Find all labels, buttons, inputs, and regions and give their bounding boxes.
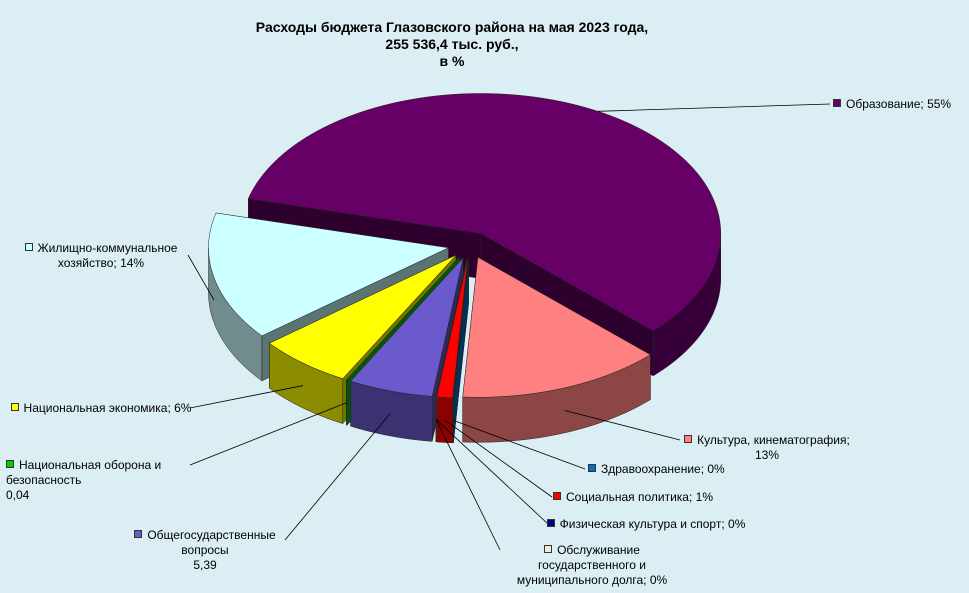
data-label: Образование55% xyxy=(833,97,963,112)
title-line: 255 536,4 тыс. руб., xyxy=(385,36,519,52)
category-label: Физическая культура и спорт xyxy=(560,517,728,531)
data-label: Национальная экономика6% xyxy=(6,401,196,416)
slice-top xyxy=(435,258,468,397)
leader-line xyxy=(435,419,501,551)
slice-top xyxy=(462,256,651,398)
legend-marker xyxy=(553,492,561,500)
slice-top xyxy=(208,212,450,337)
category-label: Обслуживание государственного и муниципа… xyxy=(517,543,650,587)
legend-marker xyxy=(833,99,841,107)
leader-line xyxy=(189,385,304,409)
data-label: Социальная политика1% xyxy=(553,490,723,505)
leader-line xyxy=(453,420,586,470)
slice-top xyxy=(350,256,464,397)
value-label: 0% xyxy=(728,517,746,531)
leader-line xyxy=(444,419,553,498)
category-label: Жилищно-коммунальное хозяйство xyxy=(38,241,178,270)
leader-line xyxy=(435,419,549,525)
slice-top xyxy=(268,254,457,379)
leader-line xyxy=(564,410,681,441)
value-label: 0,04 xyxy=(6,488,30,502)
legend-marker xyxy=(10,403,19,411)
slice-top xyxy=(453,258,469,398)
category-label: Культура, кинематография xyxy=(697,433,850,447)
slice-top xyxy=(345,256,460,381)
value-label: 55% xyxy=(927,97,952,111)
value-label: 13% xyxy=(754,448,780,462)
leader-line xyxy=(187,254,215,301)
data-label: Жилищно-коммунальное хозяйство14% xyxy=(6,241,196,271)
slice-top xyxy=(436,258,469,399)
category-label: Национальная экономика xyxy=(24,401,175,415)
legend-marker xyxy=(134,530,143,538)
legend-marker xyxy=(24,243,33,251)
value-label: 5,39 xyxy=(193,558,217,572)
leader-line xyxy=(189,402,347,466)
value-label: 1% xyxy=(695,490,713,504)
legend-marker xyxy=(6,460,14,468)
slice-top xyxy=(247,93,721,332)
category-label: Образование xyxy=(846,97,927,111)
category-label: Общегосударственные вопросы xyxy=(147,528,276,557)
value-label: 0% xyxy=(649,573,668,587)
title-line: Расходы бюджета Глазовского района на ма… xyxy=(255,19,649,35)
data-label: Обслуживание государственного и муниципа… xyxy=(497,543,687,588)
legend-marker xyxy=(684,435,693,443)
value-label: 14% xyxy=(120,256,145,270)
chart-title: Расходы бюджета Глазовского района на ма… xyxy=(0,19,904,70)
category-label: Социальная политика xyxy=(566,490,696,504)
data-label: Общегосударственные вопросы 5,39 xyxy=(120,528,290,573)
data-label: Национальная оборона и безопасность 0,04 xyxy=(6,458,186,503)
data-label: Культура, кинематография13% xyxy=(672,433,862,463)
category-label: Здравоохранение xyxy=(601,462,707,476)
category-label: Национальная оборона и безопасность xyxy=(6,458,162,487)
data-label: Здравоохранение0% xyxy=(588,462,758,477)
legend-marker xyxy=(588,464,596,472)
title-line: в % xyxy=(439,53,465,69)
slice xyxy=(453,258,469,443)
legend-marker xyxy=(546,519,555,527)
legend-marker xyxy=(544,545,553,553)
data-label: Физическая культура и спорт0% xyxy=(546,517,746,532)
value-label: 6% xyxy=(174,401,192,415)
leader-line xyxy=(597,103,831,112)
slice-wall xyxy=(436,396,453,444)
value-label: 0% xyxy=(707,462,725,476)
leader-line xyxy=(284,413,391,541)
